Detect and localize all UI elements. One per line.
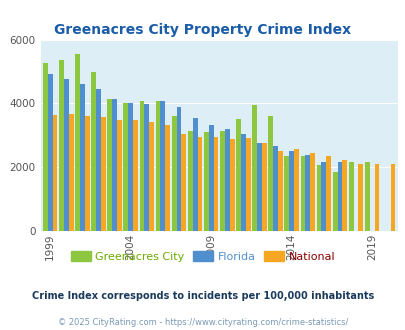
Bar [337, 162, 341, 231]
Bar [316, 165, 321, 231]
Bar [224, 129, 229, 231]
Bar [123, 103, 128, 231]
Bar [293, 149, 298, 231]
Bar [91, 73, 96, 231]
Bar [268, 116, 273, 231]
Bar [144, 104, 149, 231]
Bar [203, 132, 208, 231]
Bar [149, 121, 153, 231]
Bar [192, 118, 197, 231]
Bar [68, 114, 73, 231]
Bar [300, 156, 305, 231]
Bar [53, 115, 58, 231]
Bar [155, 101, 160, 231]
Bar [245, 139, 250, 231]
Text: © 2025 CityRating.com - https://www.cityrating.com/crime-statistics/: © 2025 CityRating.com - https://www.city… [58, 318, 347, 327]
Bar [321, 162, 326, 231]
Bar [326, 156, 330, 231]
Bar [332, 172, 337, 231]
Bar [107, 99, 112, 231]
Bar [80, 83, 85, 231]
Bar [213, 137, 218, 231]
Legend: Greenacres City, Florida, National: Greenacres City, Florida, National [66, 247, 339, 267]
Bar [273, 146, 277, 231]
Bar [288, 151, 293, 231]
Bar [252, 105, 256, 231]
Bar [374, 164, 378, 231]
Bar [165, 125, 170, 231]
Bar [284, 156, 288, 231]
Bar [358, 164, 362, 231]
Bar [160, 101, 165, 231]
Bar [43, 63, 48, 231]
Bar [133, 120, 138, 231]
Bar [101, 117, 106, 231]
Bar [220, 131, 224, 231]
Bar [188, 131, 192, 231]
Bar [241, 134, 245, 231]
Bar [139, 101, 144, 231]
Text: Crime Index corresponds to incidents per 100,000 inhabitants: Crime Index corresponds to incidents per… [32, 291, 373, 301]
Bar [128, 103, 133, 231]
Bar [75, 54, 80, 231]
Bar [197, 137, 202, 231]
Bar [261, 143, 266, 231]
Bar [64, 79, 68, 231]
Bar [341, 160, 346, 231]
Bar [236, 119, 241, 231]
Bar [364, 162, 369, 231]
Bar [112, 99, 117, 231]
Bar [181, 134, 186, 231]
Bar [229, 139, 234, 231]
Bar [117, 120, 121, 231]
Text: Greenacres City Property Crime Index: Greenacres City Property Crime Index [54, 23, 351, 37]
Bar [85, 115, 90, 231]
Bar [208, 125, 213, 231]
Bar [309, 153, 314, 231]
Bar [277, 151, 282, 231]
Bar [96, 89, 101, 231]
Bar [348, 162, 353, 231]
Bar [390, 164, 394, 231]
Bar [59, 60, 64, 231]
Bar [176, 107, 181, 231]
Bar [171, 115, 176, 231]
Bar [48, 74, 53, 231]
Bar [256, 143, 261, 231]
Bar [305, 155, 309, 231]
